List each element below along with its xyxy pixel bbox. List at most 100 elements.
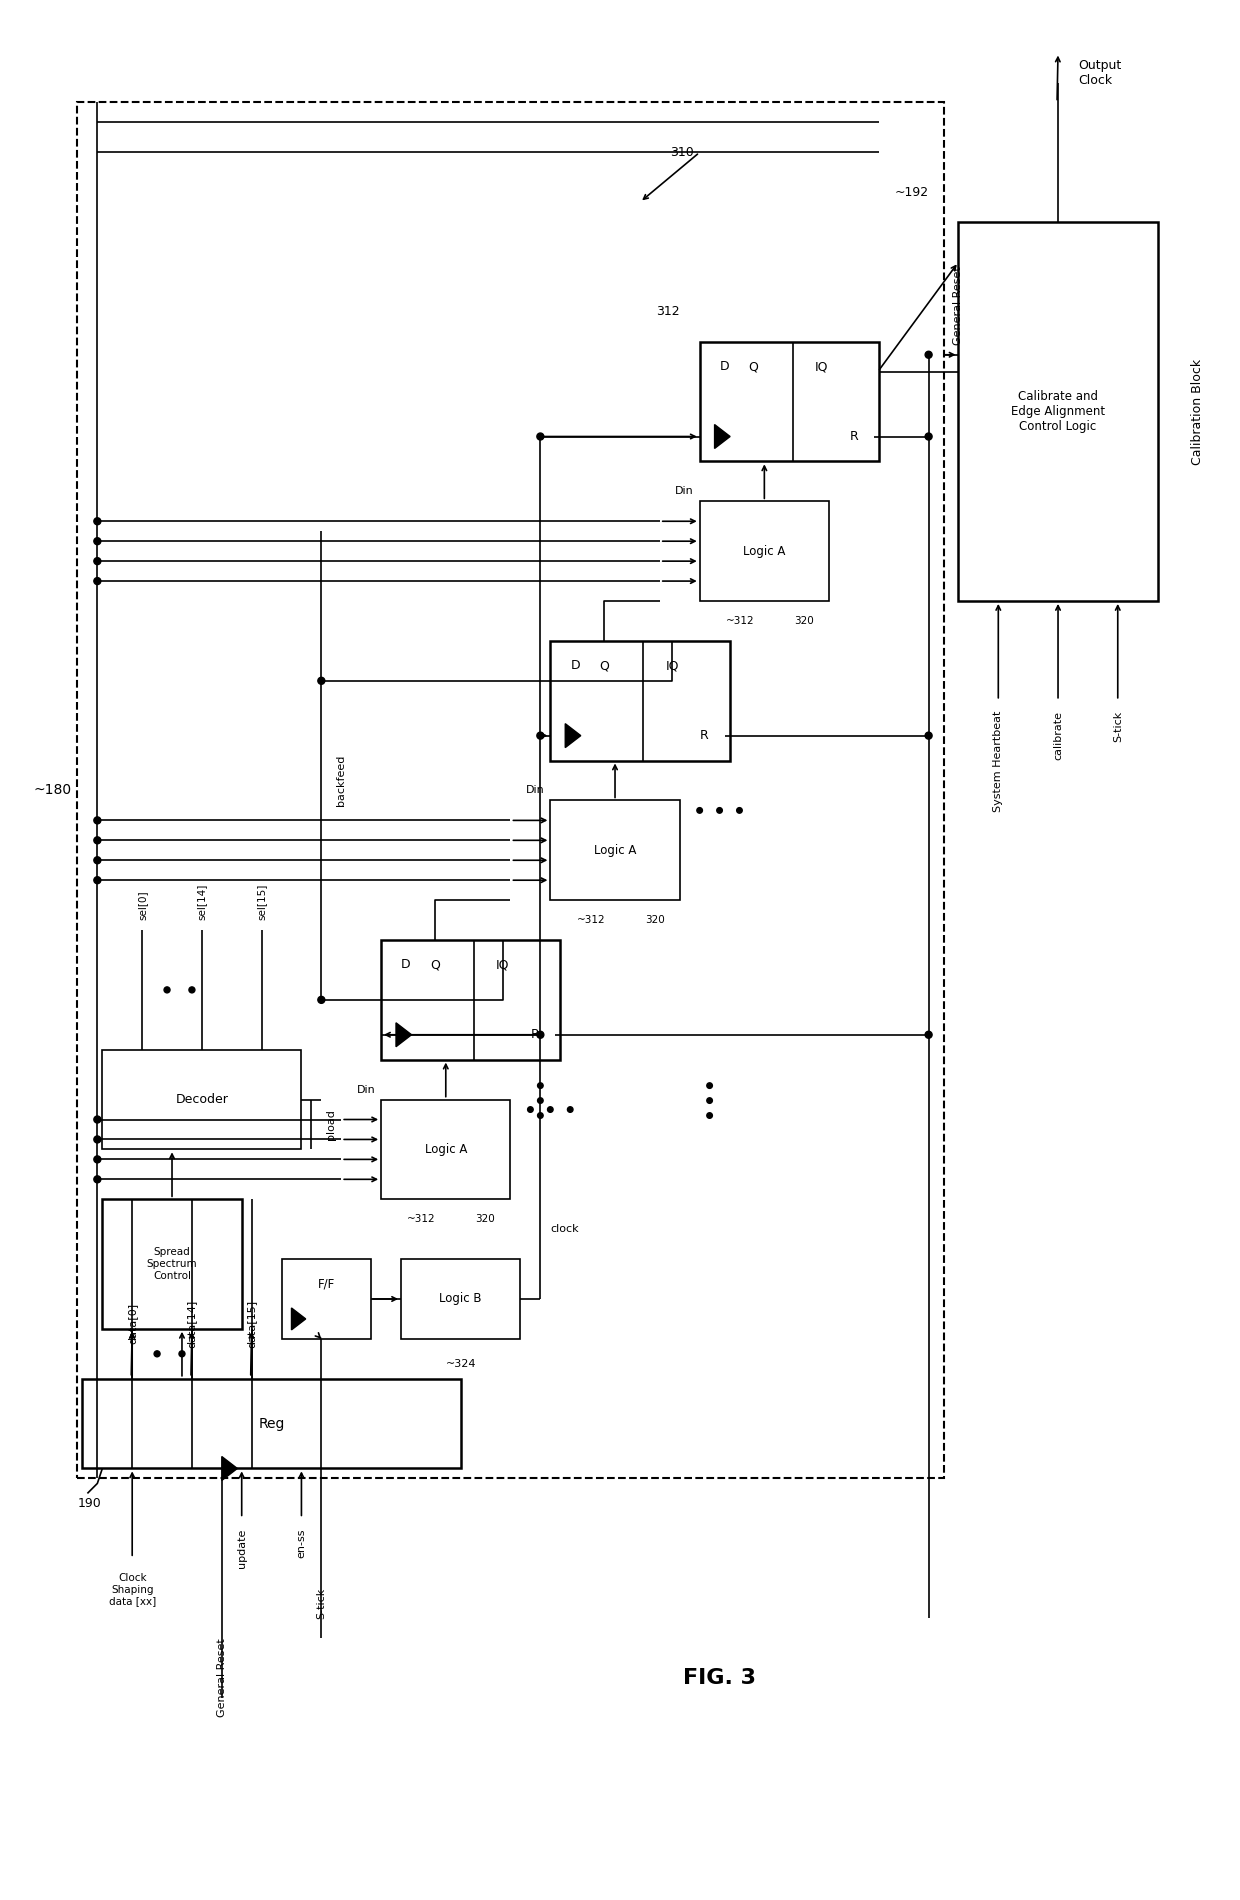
Circle shape	[164, 986, 170, 994]
Text: General Reset: General Reset	[217, 1638, 227, 1718]
Text: sel[0]: sel[0]	[138, 891, 148, 920]
Text: Output
Clock: Output Clock	[1078, 59, 1121, 87]
Bar	[381, 940, 560, 1060]
Text: Reg: Reg	[258, 1417, 285, 1431]
Circle shape	[707, 1098, 713, 1104]
Text: Clock
Shaping
data [xx]: Clock Shaping data [xx]	[109, 1573, 156, 1605]
Circle shape	[188, 986, 195, 994]
Text: ~324: ~324	[445, 1358, 476, 1368]
Text: Q: Q	[430, 958, 440, 971]
Circle shape	[548, 1106, 553, 1112]
Circle shape	[94, 1136, 100, 1144]
Text: 320: 320	[645, 916, 665, 925]
Circle shape	[737, 808, 743, 813]
Text: Din: Din	[357, 1085, 376, 1094]
Text: Logic A: Logic A	[424, 1144, 467, 1155]
Polygon shape	[222, 1457, 237, 1480]
Circle shape	[94, 817, 100, 825]
Text: data[0]: data[0]	[128, 1303, 138, 1345]
Bar	[281, 1260, 371, 1340]
Circle shape	[94, 836, 100, 844]
Polygon shape	[396, 1022, 412, 1047]
Circle shape	[537, 433, 544, 441]
Text: 310: 310	[670, 146, 693, 160]
Bar	[103, 1049, 301, 1150]
Text: FIG. 3: FIG. 3	[683, 1668, 756, 1687]
Polygon shape	[714, 424, 730, 448]
Bar	[551, 640, 729, 760]
Text: sel[14]: sel[14]	[197, 884, 207, 920]
Text: IQ: IQ	[815, 361, 828, 372]
Bar	[959, 222, 1158, 600]
Bar	[401, 1260, 521, 1340]
Text: 320: 320	[476, 1214, 496, 1224]
Text: Logic A: Logic A	[743, 545, 785, 559]
Text: calibrate: calibrate	[1053, 711, 1063, 760]
Text: R: R	[701, 730, 709, 743]
Polygon shape	[291, 1307, 306, 1330]
Circle shape	[94, 1115, 100, 1123]
Text: data[14]: data[14]	[187, 1300, 197, 1347]
Circle shape	[537, 1032, 544, 1037]
Text: Calibration Block: Calibration Block	[1190, 359, 1204, 466]
Text: ~312: ~312	[407, 1214, 435, 1224]
Bar	[82, 1379, 461, 1469]
Text: Logic B: Logic B	[439, 1292, 482, 1305]
Text: 312: 312	[656, 306, 680, 319]
Circle shape	[527, 1106, 533, 1112]
Circle shape	[94, 1155, 100, 1163]
Text: System Heartbeat: System Heartbeat	[993, 711, 1003, 811]
Text: R: R	[531, 1028, 539, 1041]
Text: 320: 320	[794, 616, 813, 625]
Text: data[15]: data[15]	[247, 1300, 257, 1347]
Circle shape	[568, 1106, 573, 1112]
Bar	[103, 1199, 242, 1328]
Text: ~312: ~312	[577, 916, 605, 925]
Bar	[381, 1100, 511, 1199]
Circle shape	[925, 1032, 932, 1037]
Bar	[77, 103, 944, 1478]
Text: Decoder: Decoder	[175, 1092, 228, 1106]
Text: Calibrate and
Edge Alignment
Control Logic: Calibrate and Edge Alignment Control Log…	[1011, 390, 1105, 433]
Circle shape	[179, 1351, 185, 1357]
Circle shape	[925, 352, 932, 359]
Bar	[699, 502, 830, 600]
Text: ~180: ~180	[33, 783, 72, 798]
Circle shape	[707, 1083, 713, 1089]
Text: sel[15]: sel[15]	[257, 884, 267, 920]
Text: Spread
Spectrum
Control: Spread Spectrum Control	[146, 1248, 197, 1281]
Circle shape	[94, 519, 100, 524]
Circle shape	[717, 808, 723, 813]
Circle shape	[707, 1113, 713, 1119]
Circle shape	[925, 433, 932, 441]
Circle shape	[94, 1176, 100, 1184]
Text: D: D	[570, 659, 580, 673]
Text: IQ: IQ	[666, 659, 680, 673]
Text: Din: Din	[526, 785, 544, 796]
Text: Q: Q	[749, 361, 759, 372]
Text: update: update	[237, 1528, 247, 1568]
Circle shape	[925, 732, 932, 739]
Circle shape	[94, 857, 100, 864]
Circle shape	[317, 676, 325, 684]
Text: IQ: IQ	[496, 958, 510, 971]
Text: Logic A: Logic A	[594, 844, 636, 857]
Text: S-tick: S-tick	[316, 1588, 326, 1619]
Text: Din: Din	[676, 486, 694, 496]
Text: D: D	[719, 361, 729, 372]
Circle shape	[94, 876, 100, 884]
Text: en-ss: en-ss	[296, 1528, 306, 1558]
Circle shape	[538, 1098, 543, 1104]
Text: backfeed: backfeed	[336, 754, 346, 806]
Bar	[551, 800, 680, 901]
Text: 190: 190	[77, 1497, 102, 1510]
Circle shape	[154, 1351, 160, 1357]
Text: R: R	[849, 429, 858, 443]
Bar	[699, 342, 879, 462]
Circle shape	[697, 808, 702, 813]
Text: ~312: ~312	[725, 616, 754, 625]
Text: General Reset: General Reset	[954, 266, 963, 344]
Polygon shape	[565, 724, 580, 747]
Circle shape	[94, 559, 100, 564]
Circle shape	[538, 1083, 543, 1089]
